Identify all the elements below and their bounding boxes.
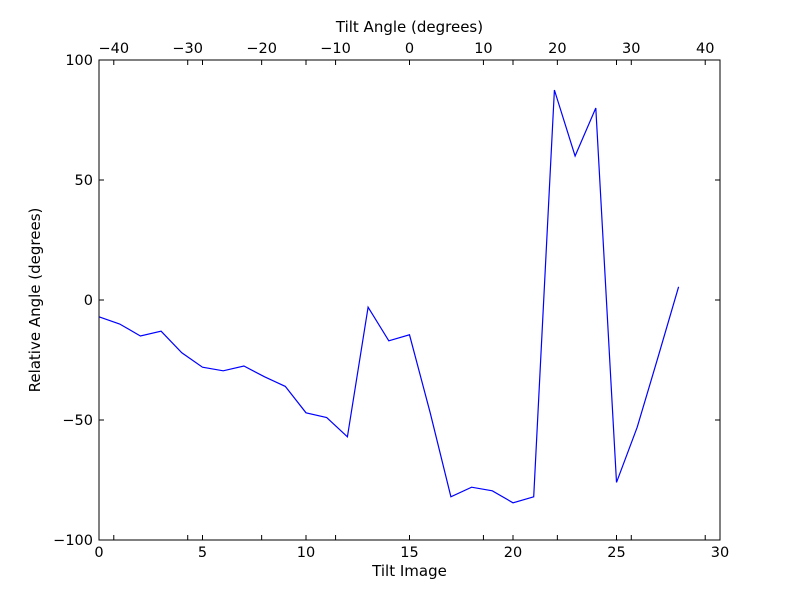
x2-tick-label: 10 bbox=[474, 41, 492, 57]
x2-tick-label: 40 bbox=[696, 41, 714, 57]
x-tick-label: 30 bbox=[711, 545, 729, 561]
x2-tick-label: −30 bbox=[172, 41, 203, 57]
x-tick-label: 5 bbox=[198, 545, 207, 561]
y-axis-title: Relative Angle (degrees) bbox=[26, 208, 44, 393]
x-tick-label: 15 bbox=[400, 545, 418, 561]
x-tick-label: 0 bbox=[94, 545, 103, 561]
x2-tick-label: −10 bbox=[320, 41, 351, 57]
x-axis-title: Tilt Image bbox=[371, 562, 447, 580]
x2-tick-label: 0 bbox=[405, 41, 414, 57]
x2-axis-title: Tilt Angle (degrees) bbox=[335, 18, 483, 36]
y-tick-label: −100 bbox=[53, 533, 93, 549]
x-tick-label: 20 bbox=[504, 545, 522, 561]
y-tick-label: 50 bbox=[75, 173, 93, 189]
series-layer bbox=[98, 89, 680, 504]
x-tick-label: 10 bbox=[297, 545, 315, 561]
ticks-layer: 0 5 10 15 20 25 30−40 −30 −20 −10 0 10 20 30 40−100−50… bbox=[53, 41, 729, 561]
y-tick-label: 100 bbox=[65, 53, 93, 69]
x-tick-label: 25 bbox=[607, 545, 625, 561]
y-tick-label: −50 bbox=[62, 413, 93, 429]
series-line bbox=[98, 89, 680, 504]
x2-tick-label: −20 bbox=[246, 41, 277, 57]
x2-tick-label: 30 bbox=[622, 41, 640, 57]
x2-tick-label: −40 bbox=[98, 41, 129, 57]
x2-tick-label: 20 bbox=[548, 41, 566, 57]
y-tick-label: 0 bbox=[84, 293, 93, 309]
plot-frame bbox=[98, 59, 721, 541]
